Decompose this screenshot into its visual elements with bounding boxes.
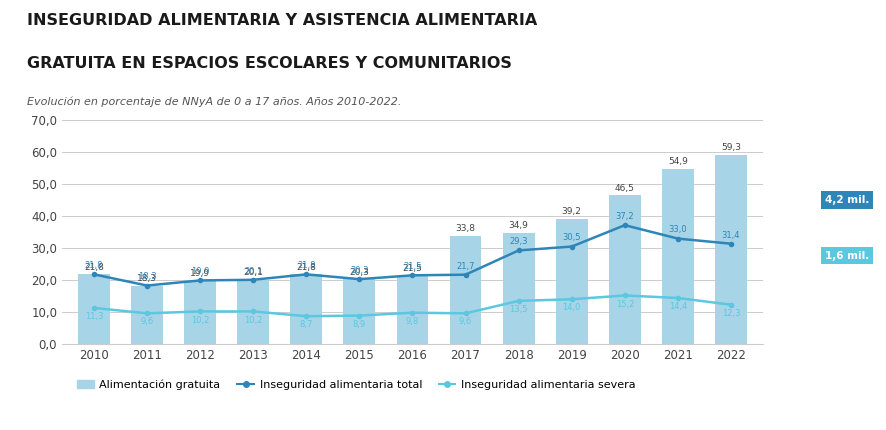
Text: 9,8: 9,8 [406,317,418,326]
Text: 9,6: 9,6 [458,317,471,326]
Text: 18,3: 18,3 [136,274,157,283]
Bar [661,169,693,344]
Text: 21,8: 21,8 [84,263,104,272]
Text: 21,5: 21,5 [402,264,422,273]
Text: ALIMENTACIÓN: ALIMENTACIÓN [617,39,752,54]
Text: Evolución en porcentaje de NNyA de 0 a 17 años. Años 2010-2022.: Evolución en porcentaje de NNyA de 0 a 1… [27,97,400,107]
Text: GRATUITA EN ESPACIOS ESCOLARES Y COMUNITARIOS: GRATUITA EN ESPACIOS ESCOLARES Y COMUNIT… [27,56,511,71]
Legend: Alimentación gratuita, Inseguridad alimentaria total, Inseguridad alimentaria se: Alimentación gratuita, Inseguridad alime… [73,375,639,394]
Text: 30,5: 30,5 [562,233,580,243]
Text: 11,3: 11,3 [84,312,103,321]
Bar [131,286,163,344]
Bar [78,274,110,344]
Text: 19,9: 19,9 [190,267,209,276]
Text: 21,5: 21,5 [403,262,421,271]
Text: ✂: ✂ [797,33,818,57]
Text: 1,6 mil.: 1,6 mil. [824,251,868,261]
Text: 10,2: 10,2 [244,316,262,325]
Text: 39,2: 39,2 [561,207,581,216]
Text: 13,5: 13,5 [509,305,527,314]
Bar [184,280,216,344]
Text: 34,9: 34,9 [508,221,528,230]
Text: 20,1: 20,1 [244,267,262,276]
Bar [502,233,534,344]
Bar [237,280,268,344]
Text: 46,5: 46,5 [614,184,634,193]
Text: 21,7: 21,7 [455,261,474,270]
Text: 59,3: 59,3 [720,143,740,152]
Text: 20,3: 20,3 [349,267,369,276]
Text: 15,2: 15,2 [615,300,633,309]
Text: 54,9: 54,9 [667,157,687,166]
Text: 21,8: 21,8 [296,263,316,272]
Text: 12,3: 12,3 [721,309,740,318]
Text: 8,7: 8,7 [299,320,313,329]
Bar [449,236,481,344]
Text: 9,6: 9,6 [140,317,153,326]
Bar [396,275,428,344]
Bar [714,154,746,344]
Bar [556,219,587,344]
Text: 21,8: 21,8 [297,261,315,270]
Bar [343,279,375,344]
Text: 19,9: 19,9 [190,269,210,278]
Text: 33,0: 33,0 [668,225,687,234]
Text: 37,2: 37,2 [615,212,633,221]
Text: 33,8: 33,8 [455,224,475,233]
Text: 29,3: 29,3 [509,237,527,246]
Text: 21,8: 21,8 [84,261,103,270]
Text: 8,9: 8,9 [353,320,366,329]
Text: 14,4: 14,4 [668,302,687,311]
Text: INSEGURIDAD ALIMENTARIA Y ASISTENCIA ALIMENTARIA: INSEGURIDAD ALIMENTARIA Y ASISTENCIA ALI… [27,13,536,28]
Text: 4,2 mil.: 4,2 mil. [824,195,868,205]
Text: 14,0: 14,0 [562,304,580,313]
Text: 20,3: 20,3 [350,266,369,275]
Text: 31,4: 31,4 [721,230,740,240]
Text: 10,2: 10,2 [190,316,209,325]
Bar [290,274,322,344]
Bar [608,196,640,344]
Text: 20,1: 20,1 [243,268,263,277]
Text: 18,3: 18,3 [137,272,156,281]
